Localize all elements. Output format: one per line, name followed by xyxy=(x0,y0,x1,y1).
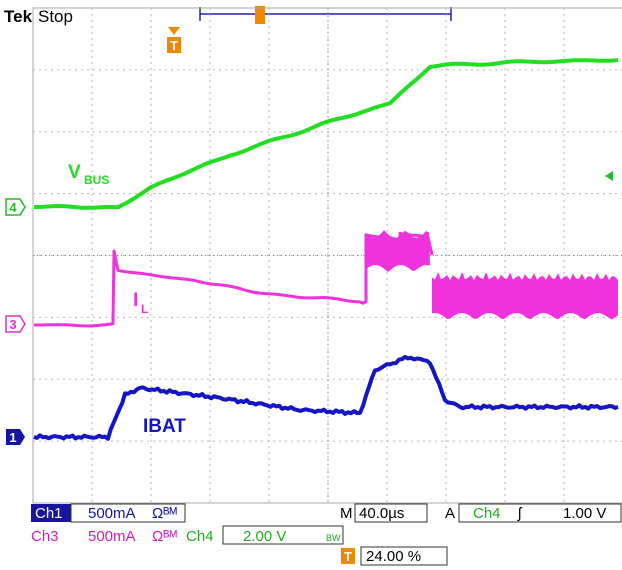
ch4-ground-marker[interactable]: 4 xyxy=(5,198,26,216)
timebase-readout[interactable]: M 40.0µs xyxy=(340,503,428,523)
svg-text:Ch4: Ch4 xyxy=(473,505,501,522)
ch1-bw-icon: Ωᴮᴹ xyxy=(152,505,177,522)
brand-label: Tek xyxy=(4,7,33,26)
svg-text:2.00 V: 2.00 V xyxy=(243,528,286,545)
svg-text:3: 3 xyxy=(9,317,16,332)
svg-text:24.00 %: 24.00 % xyxy=(366,548,421,565)
svg-text:T: T xyxy=(344,549,352,564)
ch4-readout[interactable]: Ch4 2.00 V BW xyxy=(186,525,344,545)
vbus-trace xyxy=(34,58,619,210)
ibat-label: IBAT xyxy=(143,416,186,437)
svg-text:Ch1: Ch1 xyxy=(35,505,63,522)
vbus-label-sub: BUS xyxy=(84,173,109,187)
il-label-sub: L xyxy=(141,302,148,316)
vbus-label: V xyxy=(68,162,81,183)
il-trace xyxy=(34,231,434,328)
svg-text:1.00 V: 1.00 V xyxy=(563,505,606,522)
trigger-readout[interactable]: A Ch4 ʃ 1.00 V xyxy=(445,503,622,523)
svg-text:M: M xyxy=(340,505,353,522)
ch3-bw-icon: Ωᴮᴹ xyxy=(152,528,177,545)
ch3-ground-marker[interactable]: 3 xyxy=(5,315,26,333)
svg-text:Ch4: Ch4 xyxy=(186,528,214,545)
trigger-position-readout-icon xyxy=(341,548,355,564)
svg-text:Ch3: Ch3 xyxy=(31,528,59,545)
svg-text:500mA: 500mA xyxy=(88,505,136,522)
il-noise-band xyxy=(366,230,430,272)
svg-text:40.0µs: 40.0µs xyxy=(359,505,404,522)
record-position-bar[interactable] xyxy=(199,6,452,24)
svg-text:A: A xyxy=(445,505,455,522)
trigger-level-icon[interactable] xyxy=(605,171,613,181)
ch4-bw-icon: BW xyxy=(326,533,341,543)
graticule xyxy=(32,7,622,504)
svg-text:500mA: 500mA xyxy=(88,528,136,545)
ch1-readout[interactable]: Ch1 500mA Ωᴮᴹ xyxy=(31,503,186,523)
trigger-position-readout[interactable]: T 24.00 % xyxy=(341,546,448,566)
trigger-position-icon[interactable]: T xyxy=(167,27,181,53)
ibat-trace xyxy=(33,354,619,441)
svg-text:4: 4 xyxy=(9,200,17,215)
svg-text:1: 1 xyxy=(9,430,16,445)
record-position-icon xyxy=(255,6,265,24)
il-label: I xyxy=(133,290,138,311)
ch3-readout[interactable]: Ch3 500mA Ωᴮᴹ xyxy=(31,528,177,545)
trigger-slope-icon: ʃ xyxy=(517,505,523,522)
ch1-ground-marker[interactable]: 1 xyxy=(6,429,25,445)
il-noise-band-2 xyxy=(432,272,618,320)
svg-text:T: T xyxy=(170,38,178,53)
acquisition-status: Stop xyxy=(38,7,73,26)
